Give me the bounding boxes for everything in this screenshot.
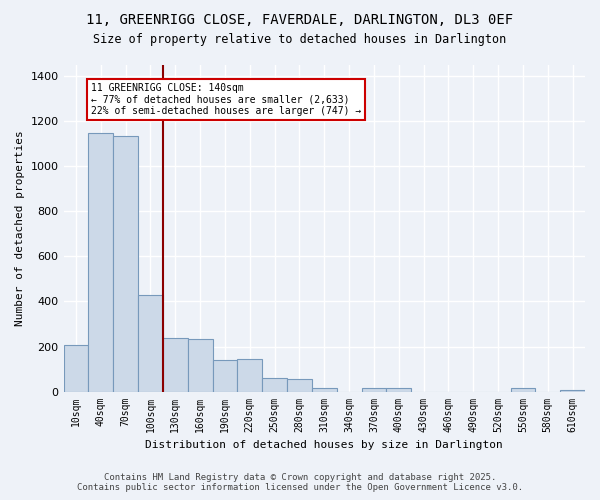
Text: 11, GREENRIGG CLOSE, FAVERDALE, DARLINGTON, DL3 0EF: 11, GREENRIGG CLOSE, FAVERDALE, DARLINGT… [86, 12, 514, 26]
Text: Size of property relative to detached houses in Darlington: Size of property relative to detached ho… [94, 32, 506, 46]
Bar [163, 338, 188, 392]
Bar [287, 378, 312, 392]
Y-axis label: Number of detached properties: Number of detached properties [15, 130, 25, 326]
Bar [64, 345, 88, 392]
Bar [386, 388, 411, 392]
Bar [312, 388, 337, 392]
Bar [262, 378, 287, 392]
Bar [511, 388, 535, 392]
Text: Contains HM Land Registry data © Crown copyright and database right 2025.
Contai: Contains HM Land Registry data © Crown c… [77, 473, 523, 492]
Bar [113, 136, 138, 392]
Bar [138, 294, 163, 392]
Bar [88, 132, 113, 392]
Text: 11 GREENRIGG CLOSE: 140sqm
← 77% of detached houses are smaller (2,633)
22% of s: 11 GREENRIGG CLOSE: 140sqm ← 77% of deta… [91, 83, 361, 116]
Bar [362, 388, 386, 392]
Bar [212, 360, 238, 392]
Bar [560, 390, 585, 392]
Bar [188, 338, 212, 392]
X-axis label: Distribution of detached houses by size in Darlington: Distribution of detached houses by size … [145, 440, 503, 450]
Bar [238, 359, 262, 392]
